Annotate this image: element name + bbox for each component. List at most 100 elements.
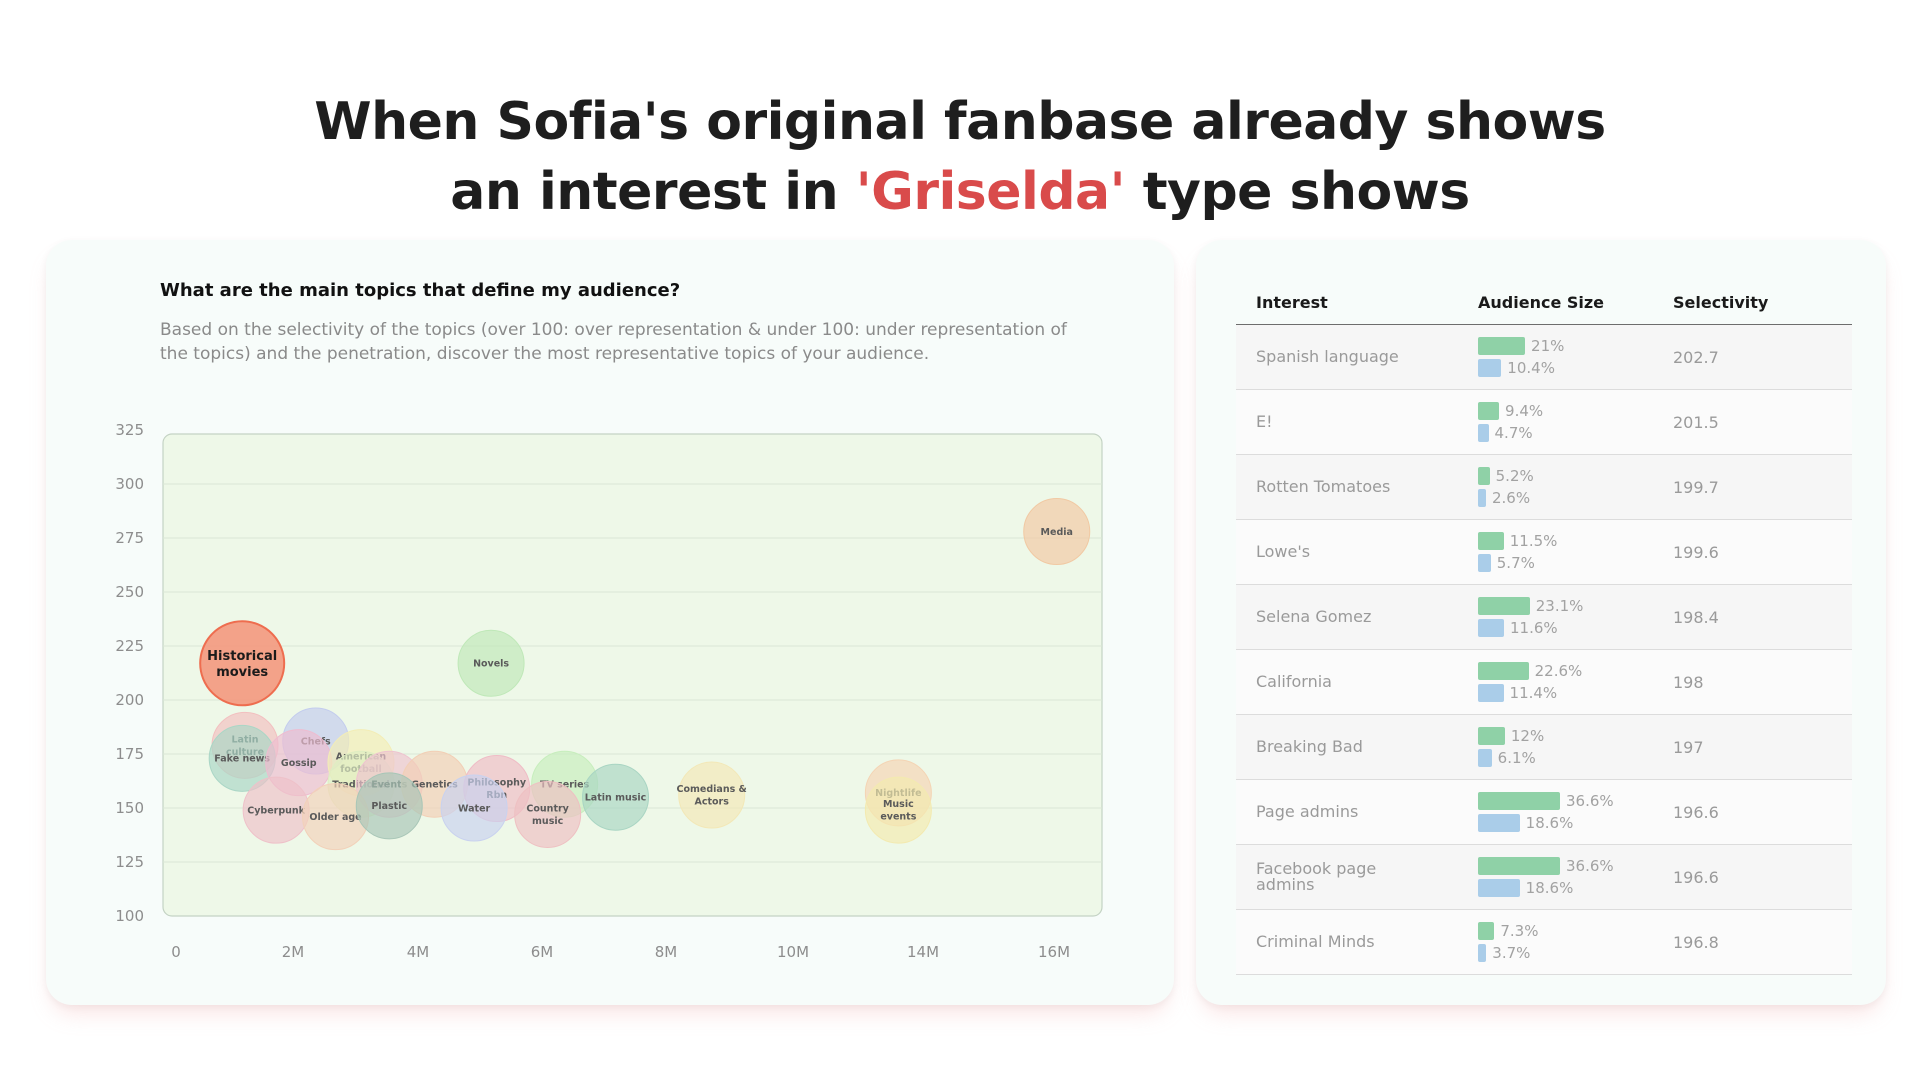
y-tick-label: 300 [115, 475, 144, 493]
audience-bar-line: 9.4% [1478, 400, 1653, 422]
headline-line-2-prefix: an interest in [450, 161, 839, 222]
y-tick-label: 200 [115, 691, 144, 709]
audience-bar-secondary [1478, 814, 1520, 832]
selectivity-cell: 196.8 [1653, 909, 1852, 975]
bubble [457, 629, 525, 697]
audience-bar-label: 22.6% [1534, 662, 1583, 680]
table-row[interactable]: Breaking Bad 12% 6.1% 197 [1236, 714, 1852, 780]
interest-cell: Lowe's [1236, 519, 1458, 585]
bubble-label: Fake news [214, 754, 270, 765]
bubble-label-line: Country [526, 804, 569, 815]
audience-size-cell: 12% 6.1% [1458, 714, 1653, 780]
header-interest[interactable]: Interest [1236, 280, 1458, 325]
bubble [514, 780, 582, 848]
interest-name: E! [1256, 412, 1273, 431]
audience-bar-secondary [1478, 489, 1486, 507]
bubble-label-line: Gossip [281, 758, 317, 769]
table-header-row: Interest Audience Size Selectivity [1236, 280, 1852, 325]
bubble-label-line: Music [883, 799, 914, 810]
x-tick-label: 2M [282, 943, 305, 961]
bubble-label-line: Media [1041, 527, 1073, 538]
audience-bar-line: 23.1% [1478, 595, 1653, 617]
audience-bar-line: 10.4% [1478, 357, 1653, 379]
interest-name: Page admins [1256, 802, 1359, 821]
audience-bar-label: 5.7% [1496, 554, 1535, 572]
interest-cell: Rotten Tomatoes [1236, 454, 1458, 520]
audience-bar-primary [1478, 922, 1495, 940]
bubble-chart: 100 125 150 175 200 225 250 275 300 325 0 2M 4M 6M 8M 1… [115, 421, 1103, 961]
audience-bar-secondary [1478, 554, 1491, 572]
audience-bar-line: 5.2% [1478, 465, 1653, 487]
bubble-label: Water [458, 803, 491, 814]
audience-bar-line: 5.7% [1478, 552, 1653, 574]
bubble-label: Latin music [585, 793, 647, 804]
selectivity-cell: 196.6 [1653, 779, 1852, 845]
audience-bar-line: 4.7% [1478, 422, 1653, 444]
audience-bar-label: 23.1% [1535, 597, 1584, 615]
interest-cell: California [1236, 649, 1458, 715]
table-row[interactable]: Criminal Minds 7.3% 3.7% 196.8 [1236, 909, 1852, 975]
interest-cell: Selena Gomez [1236, 584, 1458, 650]
audience-bar-label: 2.6% [1492, 489, 1531, 507]
headline: When Sofia's original fanbase already sh… [0, 87, 1920, 227]
table-row[interactable]: E! 9.4% 4.7% 201.5 [1236, 389, 1852, 455]
interest-cell: Breaking Bad [1236, 714, 1458, 780]
header-selectivity[interactable]: Selectivity [1653, 280, 1852, 325]
audience-bar-primary [1478, 532, 1504, 550]
audience-bar-primary [1478, 402, 1500, 420]
audience-bar-label: 10.4% [1507, 359, 1555, 377]
table-row[interactable]: Spanish language 21% 10.4% 202.7 [1236, 324, 1852, 390]
table-row[interactable]: Page admins 36.6% 18.6% 196.6 [1236, 779, 1852, 845]
bubble-label-line: Older age [309, 812, 361, 823]
audience-bar-label: 5.2% [1495, 467, 1534, 485]
bubble-label-line: Fake news [214, 754, 270, 765]
bubble-label-line: Water [458, 803, 491, 814]
audience-size-cell: 22.6% 11.4% [1458, 649, 1653, 715]
interest-name: Spanish language [1256, 347, 1399, 366]
audience-bar-line: 7.3% [1478, 920, 1653, 942]
table-row[interactable]: Rotten Tomatoes 5.2% 2.6% 199.7 [1236, 454, 1852, 520]
bubble-label: Comedians & Actors [677, 784, 747, 808]
table-row[interactable]: Lowe's 11.5% 5.7% 199.6 [1236, 519, 1852, 585]
bubble [1023, 498, 1091, 566]
selectivity-cell: 198 [1653, 649, 1852, 715]
y-tick-label: 150 [115, 799, 144, 817]
y-tick-label: 275 [115, 529, 144, 547]
audience-bar-line: 2.6% [1478, 487, 1653, 509]
x-tick-label: 10M [777, 943, 809, 961]
audience-bar-line: 6.1% [1478, 747, 1653, 769]
x-tick-label: 4M [407, 943, 430, 961]
selectivity-cell: 196.6 [1653, 844, 1852, 910]
headline-line-2-suffix: type shows [1142, 161, 1471, 222]
table-row[interactable]: Facebook page admins 36.6% 18.6% 196.6 [1236, 844, 1852, 910]
audience-bar-line: 12% [1478, 725, 1653, 747]
audience-bar-secondary [1478, 359, 1502, 377]
bubble-label: TV series [540, 780, 590, 791]
bubble-label: Media [1041, 527, 1073, 538]
bubble [582, 763, 650, 831]
bubble-label: Plastic [371, 801, 407, 812]
table-row[interactable]: California 22.6% 11.4% 198 [1236, 649, 1852, 715]
interest-name: Criminal Minds [1256, 932, 1375, 951]
audience-bar-line: 18.6% [1478, 812, 1653, 834]
bubble-label-line: Cyberpunk [247, 805, 305, 816]
bubble-label: Historical movies [207, 649, 277, 680]
interest-name: Facebook page admins [1256, 859, 1377, 894]
table-row[interactable]: Selena Gomez 23.1% 11.6% 198.4 [1236, 584, 1852, 650]
interest-cell: Page admins [1236, 779, 1458, 845]
interests-table: Interest Audience Size Selectivity Spani… [1236, 280, 1852, 975]
bubble [864, 776, 932, 844]
audience-bar-primary [1478, 597, 1530, 615]
audience-size-cell: 5.2% 2.6% [1458, 454, 1653, 520]
plot-area [162, 433, 1103, 917]
audience-bar-line: 11.6% [1478, 617, 1653, 639]
audience-bar-label: 36.6% [1566, 857, 1614, 875]
header-audience-size[interactable]: Audience Size [1458, 280, 1653, 325]
audience-bar-label: 11.6% [1509, 619, 1558, 637]
audience-bar-line: 36.6% [1478, 855, 1653, 877]
y-tick-label: 100 [115, 907, 144, 925]
bubble-label-line: Novels [473, 659, 509, 670]
y-tick-label: 325 [115, 421, 144, 439]
interest-cell: E! [1236, 389, 1458, 455]
interests-table-card: Interest Audience Size Selectivity Spani… [1196, 240, 1886, 1005]
